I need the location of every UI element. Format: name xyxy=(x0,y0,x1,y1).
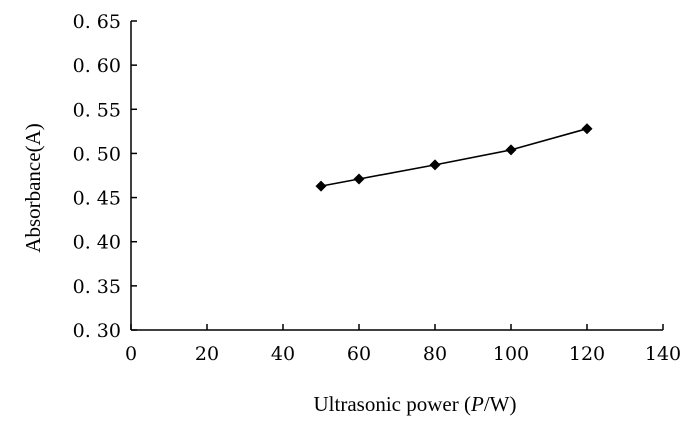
y-tick-label: 0. 40 xyxy=(73,232,121,254)
x-axis-title-unit: /W xyxy=(484,392,510,416)
y-ticks: 0. 30 0. 35 0. 40 0. 45 0. 50 0. 55 0. 60 0. 65 xyxy=(73,11,137,342)
x-axis-title-variable: P xyxy=(470,392,484,416)
y-axis-title: Absorbance(A) xyxy=(21,123,45,252)
data-point xyxy=(315,180,327,192)
y-tick-label: 0. 60 xyxy=(73,55,121,77)
data-point xyxy=(429,159,441,171)
y-tick-label: 0. 35 xyxy=(73,276,121,298)
y-tick-label: 0. 55 xyxy=(73,99,121,121)
y-tick-label: 0. 65 xyxy=(73,11,121,33)
x-tick-label: 80 xyxy=(423,343,447,365)
x-axis-title-text: Ultrasonic power xyxy=(314,392,459,416)
x-tick-label: 20 xyxy=(195,343,219,365)
y-tick-label: 0. 45 xyxy=(73,188,121,210)
y-tick-label: 0. 30 xyxy=(73,320,121,342)
x-tick-label: 140 xyxy=(645,343,681,365)
x-ticks: 0 20 40 60 80 100 120 140 xyxy=(125,324,681,365)
data-point xyxy=(581,123,593,135)
data-point xyxy=(353,173,365,185)
y-tick-label: 0. 50 xyxy=(73,143,121,165)
axes xyxy=(130,21,663,331)
x-tick-label: 60 xyxy=(347,343,371,365)
series xyxy=(315,123,593,192)
x-tick-label: 40 xyxy=(271,343,295,365)
x-tick-label: 100 xyxy=(493,343,529,365)
data-point xyxy=(505,144,517,156)
x-tick-label: 0 xyxy=(125,343,137,365)
x-axis-title: Ultrasonic power (P/W) xyxy=(314,392,517,416)
x-tick-label: 120 xyxy=(569,343,605,365)
